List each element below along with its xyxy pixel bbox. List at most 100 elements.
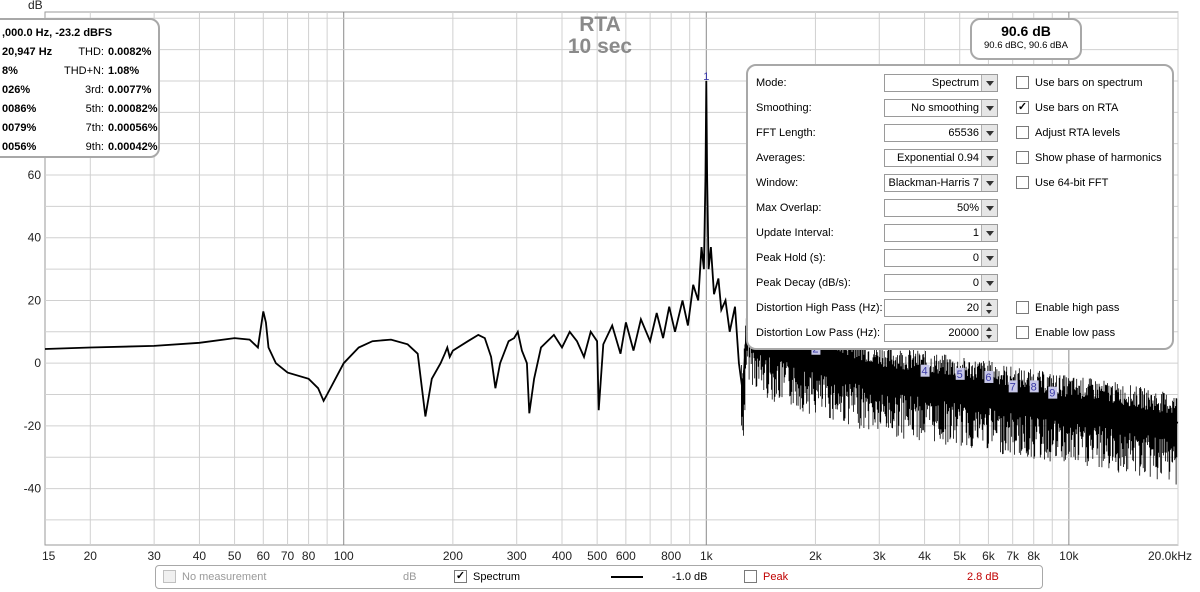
setting-checkbox-row[interactable]: Show phase of harmonics (1016, 148, 1162, 168)
spinner-arrows[interactable] (981, 325, 997, 341)
x-tick-label: 3k (873, 549, 887, 563)
peak-checkbox[interactable] (744, 569, 757, 583)
checkbox-label: Use bars on spectrum (1035, 77, 1143, 89)
setting-checkbox-row[interactable]: Use bars on spectrum (1016, 73, 1143, 93)
setting-value: 65536 (948, 127, 979, 139)
y-tick-label: 20 (28, 293, 42, 307)
x-tick-label: 8k (1027, 549, 1041, 563)
setting-label: Window: (756, 177, 799, 189)
dropdown-arrow-icon[interactable] (981, 200, 997, 216)
checkbox-label: Adjust RTA levels (1035, 127, 1121, 139)
checkbox[interactable] (1016, 300, 1029, 314)
setting-control[interactable]: 0 (884, 274, 998, 292)
setting-control[interactable]: 65536 (884, 124, 998, 142)
dropdown-arrow-icon[interactable] (981, 175, 997, 191)
setting-control[interactable]: Exponential 0.94 (884, 149, 998, 167)
setting-value: 0 (972, 252, 979, 264)
spl-readout: 90.6 dB 90.6 dBC, 90.6 dBA (970, 18, 1082, 60)
setting-value: Exponential 0.94 (897, 152, 979, 164)
distortion-left-value: 0056% (2, 141, 37, 153)
x-tick-label: 200 (443, 549, 463, 563)
x-tick-label: 70 (281, 549, 295, 563)
dropdown-arrow-icon[interactable] (981, 75, 997, 91)
spectrum-label: Spectrum (473, 571, 521, 583)
setting-value: 50% (956, 202, 979, 214)
no-measurement-checkbox[interactable] (163, 569, 176, 583)
x-tick-label: 10k (1059, 549, 1079, 563)
setting-value: No smoothing (911, 102, 979, 114)
setting-control[interactable]: 20000 (884, 324, 998, 342)
rta-settings-panel: Mode: Spectrum Smoothing: No smoothing FFT L… (746, 64, 1174, 350)
x-tick-label: 50 (228, 549, 242, 563)
spectrum-noise-floor (741, 291, 1178, 485)
spectrum-checkbox[interactable]: ✓ (454, 569, 467, 583)
checkbox-label: Enable low pass (1035, 327, 1116, 339)
no-measurement-label: No measurement (182, 571, 267, 583)
harmonic-marker-8: 8 (1031, 381, 1037, 393)
setting-value: 0 (972, 277, 979, 289)
no-measurement-unit: dB (403, 571, 417, 583)
x-tick-label: 40 (193, 549, 207, 563)
dropdown-arrow-icon[interactable] (981, 225, 997, 241)
checkbox-label: Use bars on RTA (1035, 102, 1119, 114)
setting-control[interactable]: No smoothing (884, 99, 998, 117)
x-tick-label: 300 (507, 549, 527, 563)
harmonic-marker-bg (984, 370, 994, 383)
y-tick-label: -40 (24, 482, 42, 496)
distortion-left-value: 8% (2, 65, 18, 77)
setting-checkbox-row[interactable]: Enable low pass (1016, 323, 1115, 343)
checkbox-label: Use 64-bit FFT (1035, 177, 1109, 189)
distortion-value: 0.0082% (108, 46, 152, 58)
setting-label: Max Overlap: (756, 202, 822, 214)
distortion-left-value: 0086% (2, 103, 37, 115)
rta-title-line1: RTA (579, 13, 621, 36)
setting-control[interactable]: 1 (884, 224, 998, 242)
checkbox[interactable] (1016, 125, 1029, 139)
legend-no-measurement[interactable]: No measurement (163, 566, 266, 588)
x-tick-label: 80 (302, 549, 316, 563)
setting-label: FFT Length: (756, 127, 816, 139)
y-tick-label: 60 (28, 168, 42, 182)
setting-control[interactable]: 0 (884, 249, 998, 267)
y-tick-label: 40 (28, 231, 42, 245)
setting-control[interactable]: Spectrum (884, 74, 998, 92)
dropdown-arrow-icon[interactable] (981, 250, 997, 266)
dropdown-arrow-icon[interactable] (981, 100, 997, 116)
setting-label: Averages: (756, 152, 806, 164)
x-tick-label: 600 (616, 549, 636, 563)
harmonic-marker-bg (955, 367, 965, 380)
spectrum-line-swatch (611, 566, 643, 588)
x-tick-label: 800 (661, 549, 681, 563)
y-tick-label: -20 (24, 419, 42, 433)
y-tick-label: 0 (34, 356, 41, 370)
setting-control[interactable]: Blackman-Harris 7 (884, 174, 998, 192)
x-tick-label: 6k (982, 549, 996, 563)
checkbox[interactable] (1016, 150, 1029, 164)
setting-checkbox-row[interactable]: ✓ Use bars on RTA (1016, 98, 1118, 118)
legend-peak[interactable]: Peak (744, 566, 788, 588)
checkbox-label: Enable high pass (1035, 302, 1120, 314)
checkbox[interactable] (1016, 75, 1029, 89)
setting-value: 20 (966, 302, 979, 314)
harmonic-marker-bg (920, 364, 930, 377)
checkbox[interactable]: ✓ (1016, 100, 1029, 114)
setting-checkbox-row[interactable]: Use 64-bit FFT (1016, 173, 1108, 193)
setting-control[interactable]: 50% (884, 199, 998, 217)
distortion-left-value: 0079% (2, 122, 37, 134)
setting-checkbox-row[interactable]: Adjust RTA levels (1016, 123, 1120, 143)
setting-checkbox-row[interactable]: Enable high pass (1016, 298, 1119, 318)
legend-spectrum[interactable]: ✓ Spectrum (454, 566, 520, 588)
setting-value: 1 (972, 227, 979, 239)
distortion-value: 1.08% (108, 65, 140, 77)
distortion-label: 7th: (85, 122, 104, 134)
setting-control[interactable]: 20 (884, 299, 998, 317)
checkbox[interactable] (1016, 175, 1029, 189)
dropdown-arrow-icon[interactable] (981, 125, 997, 141)
setting-label: Peak Hold (s): (756, 252, 826, 264)
legend-bar: No measurement dB ✓ Spectrum -1.0 dB Peak… (155, 565, 1043, 589)
checkbox[interactable] (1016, 325, 1029, 339)
x-tick-label: 4k (918, 549, 932, 563)
dropdown-arrow-icon[interactable] (981, 275, 997, 291)
spinner-arrows[interactable] (981, 300, 997, 316)
dropdown-arrow-icon[interactable] (981, 150, 997, 166)
